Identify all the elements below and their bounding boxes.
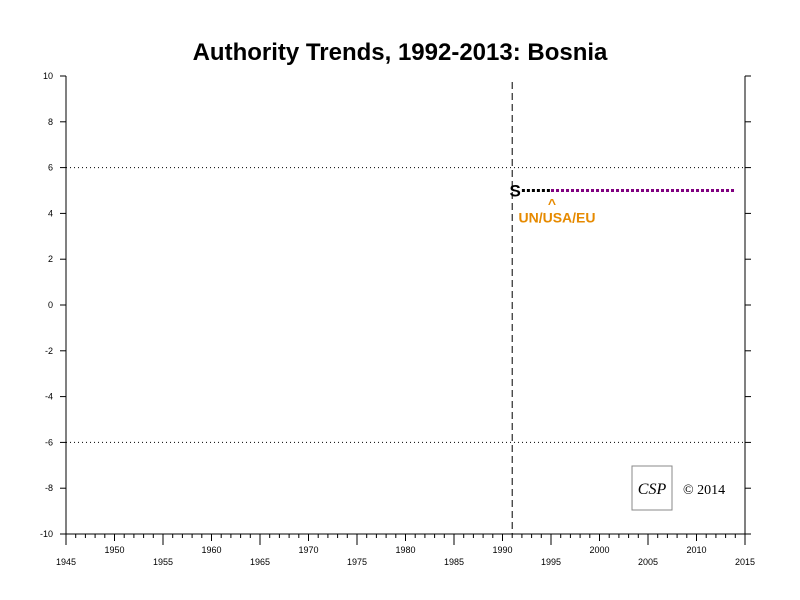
x-tick-label: 1985 (444, 557, 464, 567)
y-tick-label: 2 (48, 254, 53, 264)
x-tick-label: 1980 (395, 545, 415, 555)
x-tick-label: 1960 (201, 545, 221, 555)
y-tick-label: -8 (45, 483, 53, 493)
y-tick-label: 0 (48, 300, 53, 310)
logo-text: CSP (638, 481, 667, 498)
x-tick-label: 2005 (638, 557, 658, 567)
x-tick-label: 1950 (104, 545, 124, 555)
y-tick-label: 8 (48, 117, 53, 127)
chart-title: Authority Trends, 1992-2013: Bosnia (193, 39, 608, 66)
y-tick-label: -4 (45, 392, 53, 402)
y-tick-label: -6 (45, 437, 53, 447)
intervention-label: UN/USA/EU (518, 210, 595, 226)
x-tick-label: 1975 (347, 557, 367, 567)
x-tick-label: 1970 (298, 545, 318, 555)
x-tick-label: 1965 (250, 557, 270, 567)
csp-logo: CSP (631, 465, 673, 511)
x-tick-label: 1995 (541, 557, 561, 567)
x-tick-label: 2010 (686, 545, 706, 555)
x-tick-label: 1945 (56, 557, 76, 567)
x-tick-label: 2015 (735, 557, 755, 567)
caret-marker: ^ (548, 196, 556, 212)
y-tick-label: 4 (48, 208, 53, 218)
reference-lines (66, 82, 745, 534)
x-tick-label: 1990 (492, 545, 512, 555)
y-tick-label: -10 (40, 529, 53, 539)
annotations: S ^UN/USA/EU (510, 182, 596, 226)
x-tick-label: 2000 (589, 545, 609, 555)
s-marker: S (510, 182, 521, 201)
x-tick-label: 1955 (153, 557, 173, 567)
y-tick-label: -2 (45, 346, 53, 356)
copyright-text: © 2014 (683, 483, 725, 498)
axes: 10 8 6 4 2 0 -2 -4 -6 -8 -10 1945 1955 1965 1975 1985 19… (40, 71, 755, 567)
y-tick-label: 6 (48, 163, 53, 173)
y-tick-label: 10 (43, 71, 53, 81)
